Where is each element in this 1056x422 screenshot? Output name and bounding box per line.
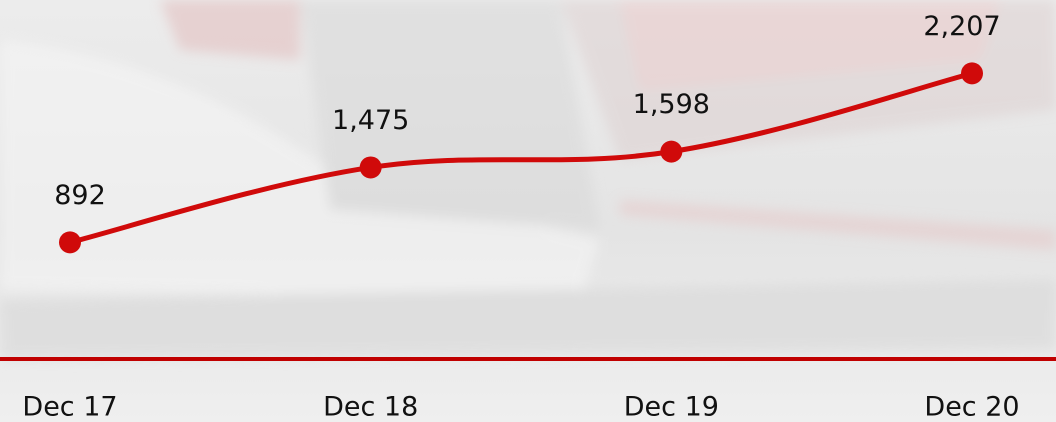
data-label: 1,475: [332, 105, 409, 136]
x-tick-label: Dec 19: [624, 392, 719, 422]
point: [359, 156, 382, 179]
x-tick-label: Dec 18: [323, 392, 418, 422]
x-tick-label: Dec 20: [924, 392, 1019, 422]
data-label: 2,207: [923, 11, 1000, 42]
line: [67, 70, 975, 245]
x-tick-label: Dec 17: [22, 392, 117, 422]
point: [660, 140, 683, 163]
point: [961, 62, 983, 85]
data-label: 1,598: [633, 89, 710, 120]
data-label: 892: [54, 180, 106, 211]
point: [59, 231, 81, 254]
